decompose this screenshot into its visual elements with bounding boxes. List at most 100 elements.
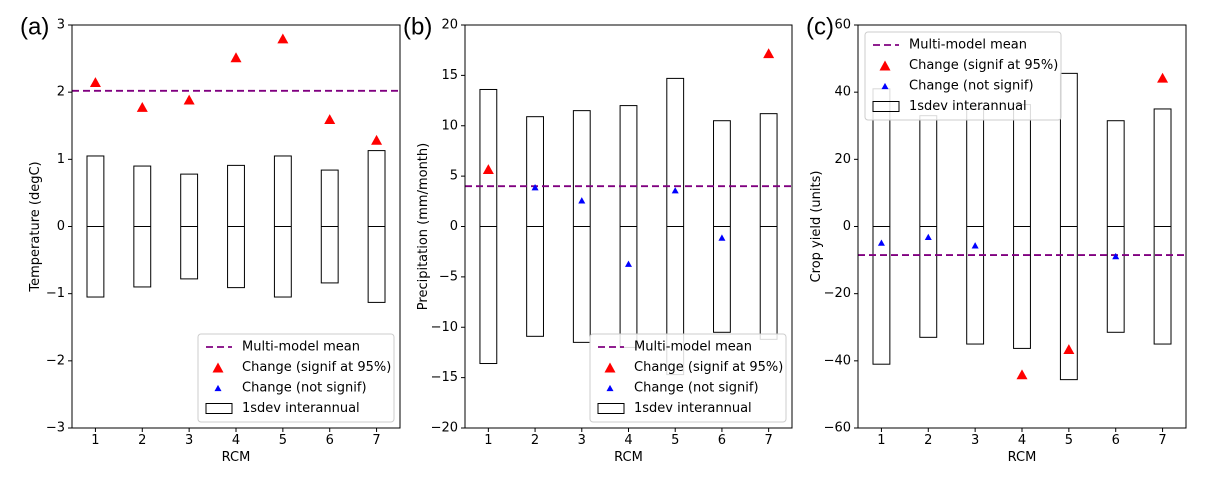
x-tick-label: 6 [1112,433,1120,448]
x-tick-label: 1 [877,433,885,448]
legend-signif: Change (signif at 95%) [242,360,391,375]
legend-not-signif: Change (not signif) [634,381,759,396]
x-tick-label: 4 [1018,433,1026,448]
y-tick-label: −3 [46,421,65,436]
signif-marker [324,114,336,124]
legend-box-sd: 1sdev interannual [634,401,752,416]
x-tick-label: 5 [671,433,679,448]
legend-not-signif: Change (not signif) [242,381,367,396]
not-signif-marker [1112,252,1120,260]
x-tick-label: 7 [1158,433,1166,448]
y-tick-label: −40 [824,353,851,368]
x-tick-label: 3 [578,433,586,448]
legend-box-handle [597,403,625,414]
y-tick-label: −20 [824,286,851,301]
y-tick-label: 3 [57,18,65,33]
legend-signif-handle [604,362,616,373]
not-signif-marker [625,260,632,267]
signif-marker [1157,72,1169,83]
y-tick-label: −10 [431,320,458,335]
y-tick-label: 10 [441,118,458,133]
x-tick-label: 5 [1065,433,1073,448]
signif-marker [277,33,289,44]
legend-box [589,333,787,423]
x-tick-label: 6 [718,433,726,448]
panel-label: (c) [806,13,834,40]
y-tick-label: 2 [57,85,65,100]
y-tick-label: 15 [441,68,458,83]
not-signif-marker [578,197,586,204]
legend-signif-handle [879,60,891,71]
y-tick-label: −20 [431,421,458,436]
legend-box [197,333,395,423]
legend-not-signif-handle [214,384,222,392]
x-tick-label: 2 [531,433,539,448]
legend-not-signif-handle [606,384,614,392]
panel-label: (a) [20,13,49,40]
x-axis-label: RCM [222,450,251,465]
legend-box [864,31,1062,121]
legend-signif: Change (signif at 95%) [909,58,1058,73]
legend-not-signif: Change (not signif) [909,79,1034,94]
legend-box-sd: 1sdev interannual [909,99,1027,114]
legend-box-handle [205,403,233,414]
legend: Multi-model mean Change (signif at 95%) Ch… [197,333,395,423]
signif-marker [230,52,242,63]
panel-3: (c) Multi-model mean Change (signif at 95%… [806,13,1187,465]
x-axis-label: RCM [614,450,643,465]
y-tick-label: 0 [450,219,458,234]
y-tick-label: −5 [439,269,458,284]
panel-1: (a) Multi-model mean Change (signif at 95%… [20,13,401,465]
legend-mean: Multi-model mean [909,38,1027,53]
x-tick-label: 3 [185,433,193,448]
x-tick-label: 7 [372,433,380,448]
x-axis-label: RCM [1008,450,1037,465]
legend-not-signif-handle [881,82,889,90]
not-signif-marker [877,239,885,246]
signif-marker [1063,344,1075,355]
signif-marker [89,77,101,88]
signif-marker [136,101,148,112]
x-tick-label: 6 [326,433,334,448]
x-tick-label: 4 [232,433,240,448]
y-axis-label: Precipitation (mm/month) [416,143,431,310]
y-axis-label: Crop yield (units) [809,171,824,283]
legend: Multi-model mean Change (signif at 95%) Ch… [864,31,1062,121]
not-signif-marker [531,184,539,191]
y-tick-label: −1 [46,286,65,301]
legend-signif: Change (signif at 95%) [634,360,783,375]
y-axis-label: Temperature (degC) [28,161,43,292]
y-tick-label: 0 [57,219,65,234]
signif-marker [763,48,775,59]
x-tick-label: 7 [765,433,773,448]
y-tick-label: 20 [441,18,458,33]
legend: Multi-model mean Change (signif at 95%) Ch… [589,333,787,423]
x-tick-label: 4 [624,433,632,448]
signif-marker [1016,369,1028,380]
x-tick-label: 2 [924,433,932,448]
y-tick-label: 5 [450,169,458,184]
y-tick-label: 20 [834,152,851,167]
y-tick-label: 60 [834,18,851,33]
x-tick-label: 2 [138,433,146,448]
y-tick-label: 40 [834,85,851,100]
not-signif-marker [924,233,932,241]
y-tick-label: −15 [431,370,458,385]
x-tick-label: 5 [279,433,287,448]
signif-marker [371,134,383,145]
legend-signif-handle [212,362,224,373]
not-signif-marker [718,234,726,241]
signif-marker [183,94,195,105]
y-tick-label: 1 [57,152,65,167]
legend-mean: Multi-model mean [634,340,752,355]
legend-mean: Multi-model mean [242,340,360,355]
x-tick-label: 1 [91,433,99,448]
not-signif-marker [671,187,679,194]
y-tick-label: −2 [46,353,65,368]
x-tick-label: 3 [971,433,979,448]
legend-box-sd: 1sdev interannual [242,401,360,416]
y-tick-label: −60 [824,421,851,436]
not-signif-marker [971,242,979,249]
panel-label: (b) [403,13,432,40]
